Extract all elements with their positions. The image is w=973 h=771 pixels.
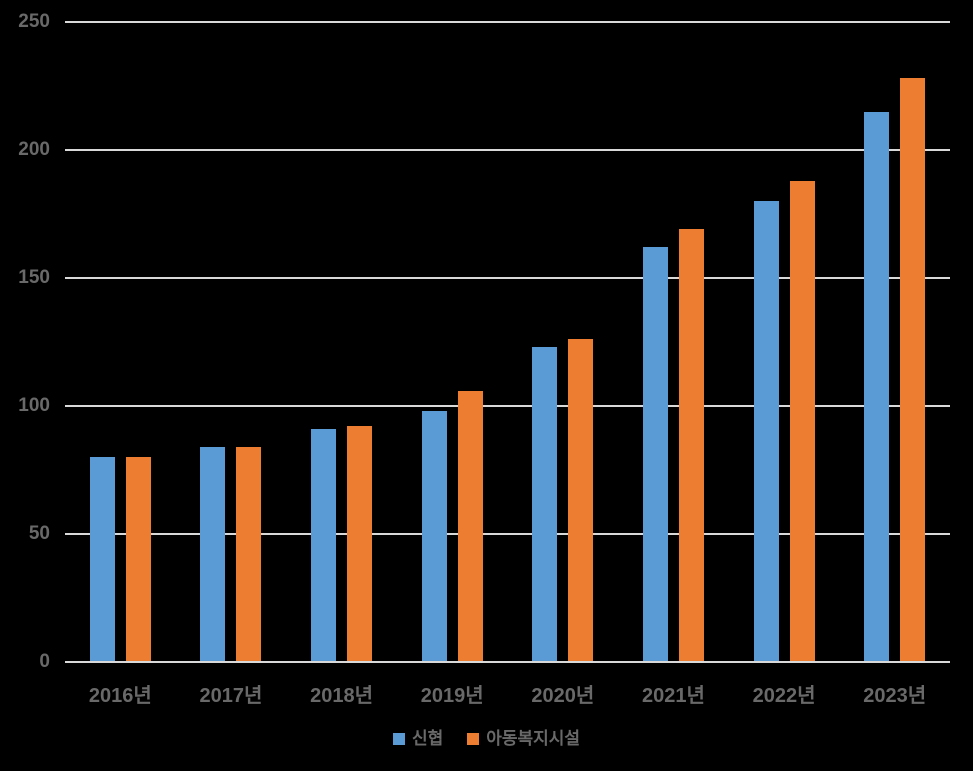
bar-아동복지시설-2022년 (789, 180, 815, 661)
x-tick-label-2019년: 2019년 (420, 685, 484, 707)
bar-신협-2020년 (532, 347, 558, 661)
bar-아동복지시설-2018년 (347, 426, 373, 661)
x-tick-label-2021년: 2021년 (641, 685, 705, 707)
x-tick-label-2023년: 2023년 (863, 685, 927, 707)
legend-swatch-icon (467, 733, 480, 745)
bar-아동복지시설-2021년 (678, 229, 704, 661)
y-tick-label-150: 150 (18, 267, 50, 288)
bar-아동복지시설-2023년 (900, 78, 926, 661)
legend-label: 아동복지시설 (486, 729, 581, 748)
gridline-y150 (65, 277, 950, 279)
x-tick-label-2018년: 2018년 (310, 685, 374, 707)
bar-신협-2016년 (89, 457, 115, 661)
gridline-y200 (65, 149, 950, 151)
x-tick-label-2017년: 2017년 (199, 685, 263, 707)
chart-legend: 신협 아동복지시설 (0, 729, 973, 749)
bar-신협-2022년 (753, 201, 779, 661)
bar-아동복지시설-2016년 (125, 457, 151, 661)
y-tick-label-100: 100 (18, 395, 50, 416)
bar-신협-2023년 (864, 111, 890, 661)
bar-아동복지시설-2017년 (236, 446, 262, 661)
legend-item-신협: 신협 (392, 729, 444, 749)
x-tick-label-2016년: 2016년 (88, 685, 152, 707)
bar-신협-2021년 (642, 247, 668, 661)
bar-신협-2019년 (421, 411, 447, 661)
bar-신협-2018년 (311, 429, 337, 661)
y-tick-label-200: 200 (18, 139, 50, 160)
legend-swatch-icon (392, 733, 405, 745)
y-tick-label-250: 250 (18, 11, 50, 32)
legend-label: 신협 (411, 729, 444, 748)
bar-신협-2017년 (200, 446, 226, 661)
bar-아동복지시설-2020년 (568, 339, 594, 661)
y-tick-label-0: 0 (39, 651, 50, 672)
gridline-y100 (65, 405, 950, 407)
x-tick-label-2020년: 2020년 (531, 685, 595, 707)
x-tick-label-2022년: 2022년 (752, 685, 816, 707)
legend-item-아동복지시설: 아동복지시설 (467, 729, 580, 749)
gridline-y250 (65, 21, 950, 23)
y-tick-label-50: 50 (28, 523, 50, 544)
gridline-y50 (65, 533, 950, 535)
bar-아동복지시설-2019년 (457, 390, 483, 661)
x-axis-line (65, 661, 950, 663)
